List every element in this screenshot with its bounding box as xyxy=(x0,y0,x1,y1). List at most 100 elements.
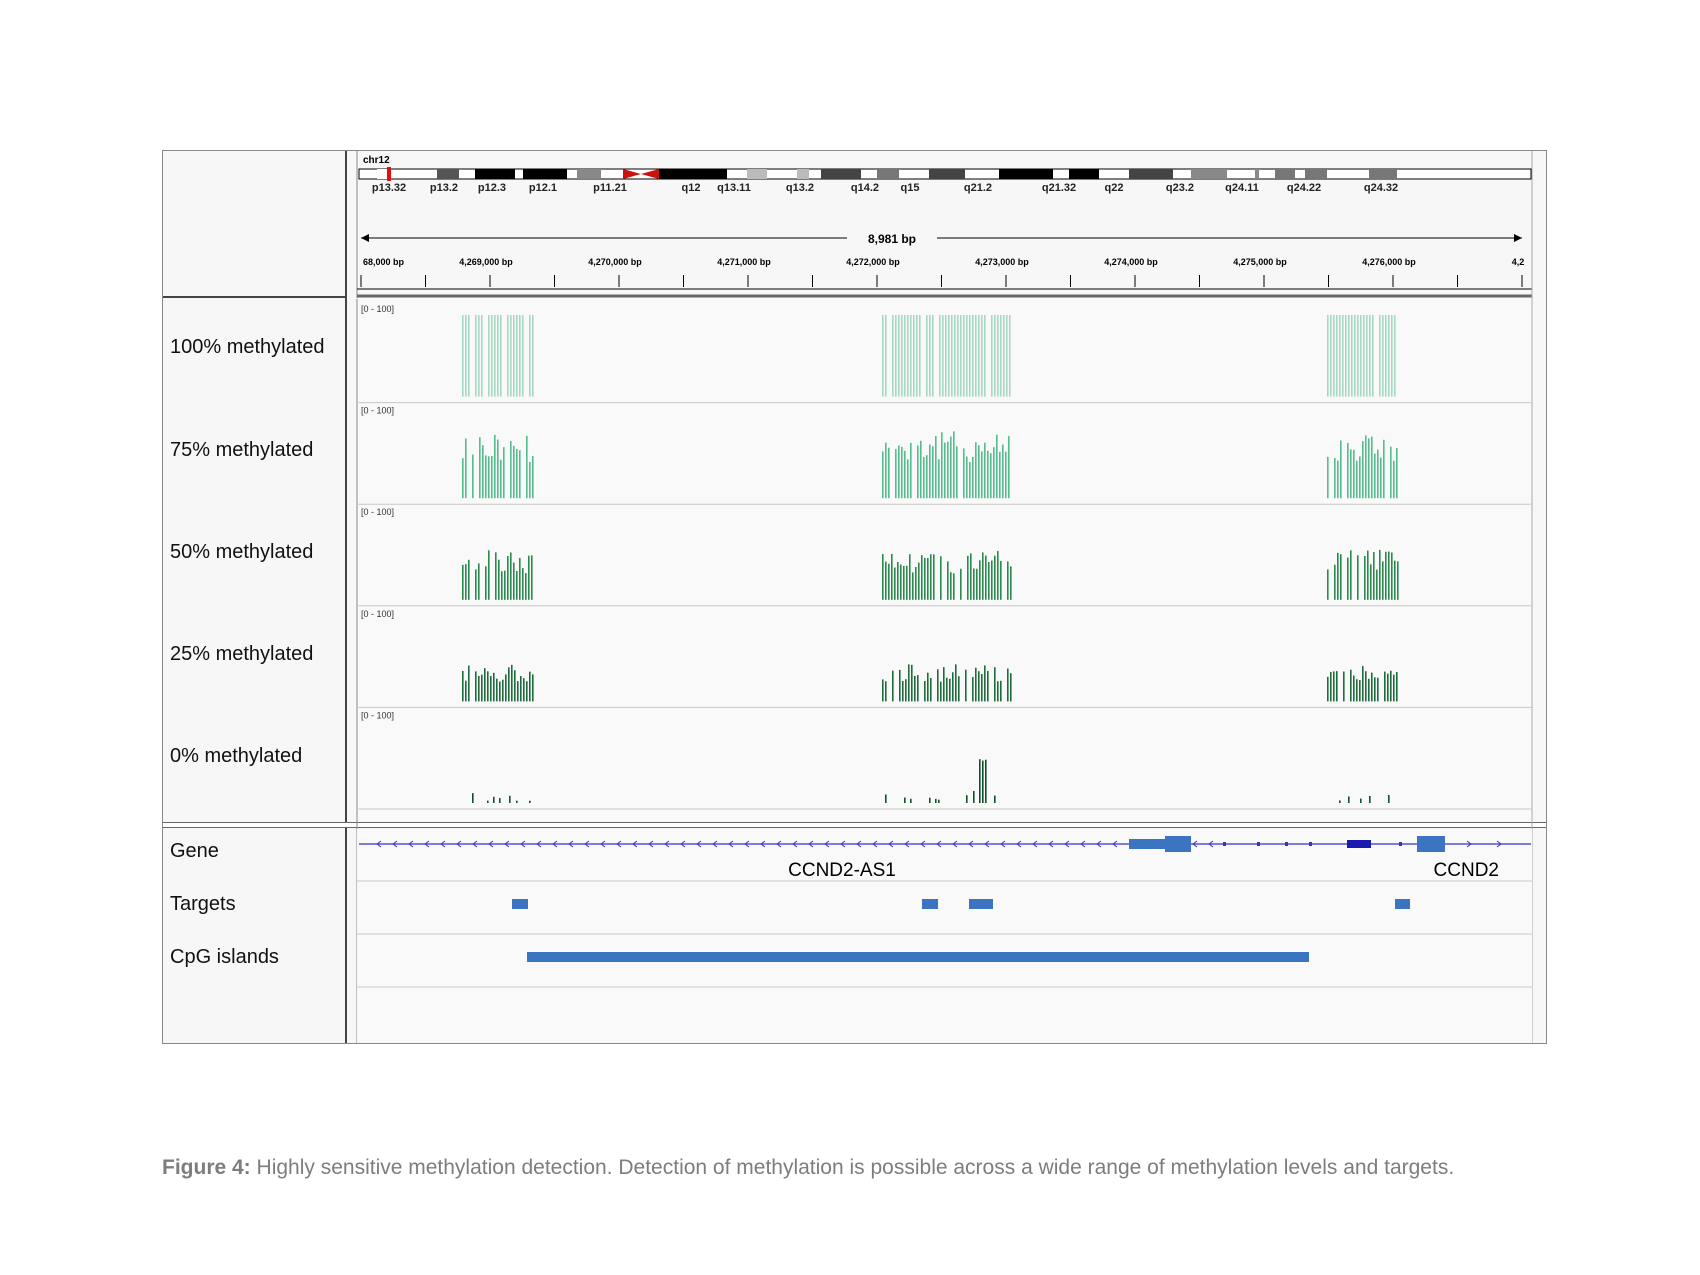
strand-arrow xyxy=(840,840,846,848)
methylation-bar xyxy=(921,555,923,600)
methylation-bar xyxy=(985,759,987,803)
caption-prefix: Figure 4: xyxy=(162,1156,251,1179)
methylation-bar xyxy=(910,442,912,499)
methylation-bar xyxy=(930,554,932,600)
methylation-bar xyxy=(987,670,989,702)
track-name-targets[interactable]: Targets xyxy=(170,893,236,915)
methylation-bar xyxy=(465,680,467,702)
methylation-bar xyxy=(516,449,518,499)
methylation-bar xyxy=(975,442,977,499)
methylation-tracks: [0 - 100] [0 - 100] [0 - 100] [0 - 100] [0 -… xyxy=(357,304,1532,810)
methylation-bar xyxy=(891,553,893,600)
methylation-bar xyxy=(1390,670,1392,702)
methylation-bar xyxy=(529,315,531,397)
methylation-bar xyxy=(1009,315,1011,397)
methylation-bar xyxy=(1000,315,1002,397)
methylation-bar xyxy=(979,560,981,600)
annotation-name-panel xyxy=(163,828,347,1043)
methylation-bar xyxy=(996,434,998,499)
methylation-bar xyxy=(885,681,887,702)
panel-divider xyxy=(163,822,1546,828)
methylation-bar xyxy=(897,562,899,600)
track-name-50[interactable]: 50% methylated xyxy=(170,541,314,563)
methylation-bar xyxy=(1377,677,1379,702)
methylation-bar xyxy=(478,563,480,600)
methylation-bar xyxy=(1005,451,1007,499)
methylation-bar xyxy=(475,315,477,397)
methylation-bar xyxy=(1327,315,1329,397)
methylation-bar xyxy=(1391,315,1393,397)
track-name-100[interactable]: 100% methylated xyxy=(170,336,325,358)
track-name-75[interactable]: 75% methylated xyxy=(170,439,314,461)
figure-caption: Figure 4: Highly sensitive methylation d… xyxy=(162,1156,1562,1180)
methylation-bar xyxy=(1340,554,1342,600)
methylation-bar xyxy=(519,450,521,499)
strand-arrow xyxy=(968,840,974,848)
chromosome-ideogram[interactable] xyxy=(358,167,1532,181)
methylation-bar xyxy=(475,569,477,600)
targets-track[interactable] xyxy=(512,899,1410,909)
methylation-bar xyxy=(973,568,975,600)
methylation-bar xyxy=(938,799,940,803)
methylation-bar xyxy=(462,564,464,600)
methylation-bar xyxy=(1387,673,1389,702)
track-1: [0 - 100] xyxy=(357,406,1532,505)
methylation-bar xyxy=(1364,556,1366,600)
track-name-cpg[interactable]: CpG islands xyxy=(170,946,279,968)
exon xyxy=(1257,842,1260,846)
methylation-bar xyxy=(1354,315,1356,397)
ruler-tick-label: 4,275,000 bp xyxy=(1233,257,1287,267)
methylation-bar xyxy=(947,561,949,600)
methylation-bar xyxy=(910,798,912,803)
methylation-bar xyxy=(994,667,996,702)
track-name-gene[interactable]: Gene xyxy=(170,840,219,862)
ruler-tick-label: 4,269,000 bp xyxy=(459,257,513,267)
methylation-bar xyxy=(935,436,937,499)
methylation-bar xyxy=(1327,456,1329,499)
methylation-bar xyxy=(932,315,934,397)
methylation-bar xyxy=(1348,796,1350,803)
exon xyxy=(1399,842,1402,846)
methylation-bar xyxy=(935,798,937,803)
methylation-bar xyxy=(1365,435,1367,499)
methylation-bar xyxy=(988,562,990,600)
track-name-25[interactable]: 25% methylated xyxy=(170,643,314,665)
methylation-bar xyxy=(956,446,958,499)
track-3: [0 - 100] xyxy=(357,609,1532,708)
cpg-islands-track[interactable] xyxy=(527,952,1309,962)
gene-name-ccnd2-as1[interactable]: CCND2-AS1 xyxy=(788,860,896,881)
track-name-0[interactable]: 0% methylated xyxy=(170,745,303,767)
methylation-bar xyxy=(963,315,965,397)
methylation-bar xyxy=(938,459,940,499)
methylation-bar xyxy=(918,562,920,600)
methylation-bar xyxy=(510,315,512,397)
methylation-bar xyxy=(898,315,900,397)
methylation-bar xyxy=(504,570,506,600)
methylation-bar xyxy=(1365,671,1367,702)
methylation-bar xyxy=(493,672,495,702)
methylation-bar xyxy=(982,552,984,600)
methylation-bar xyxy=(994,795,996,803)
methylation-bar xyxy=(950,436,952,499)
methylation-bar xyxy=(916,315,918,397)
methylation-bar xyxy=(522,315,524,397)
methylation-bar xyxy=(940,556,942,600)
methylation-bar xyxy=(1362,666,1364,702)
methylation-bar xyxy=(1373,552,1375,600)
methylation-bar xyxy=(1362,441,1364,499)
methylation-bar xyxy=(487,800,489,803)
strand-arrow xyxy=(920,840,926,848)
caption-text: Highly sensitive methylation detection. … xyxy=(250,1156,1455,1179)
strand-arrow xyxy=(776,840,782,848)
methylation-bar xyxy=(507,556,509,600)
gene-name-ccnd2[interactable]: CCND2 xyxy=(1434,860,1499,881)
methylation-bar xyxy=(1002,444,1004,499)
methylation-bar xyxy=(1348,315,1350,397)
methylation-bar xyxy=(529,671,531,702)
gene-track[interactable] xyxy=(359,836,1531,852)
band-label: q13.11 xyxy=(717,182,751,194)
methylation-bar xyxy=(1371,672,1373,702)
band-label: p11.21 xyxy=(593,182,627,194)
data-panel[interactable]: chr12 p13.32 p13.2 p12.3 p12.1 p11.21 q12 q13.… xyxy=(347,151,1547,1044)
methylation-bar xyxy=(1339,800,1341,803)
